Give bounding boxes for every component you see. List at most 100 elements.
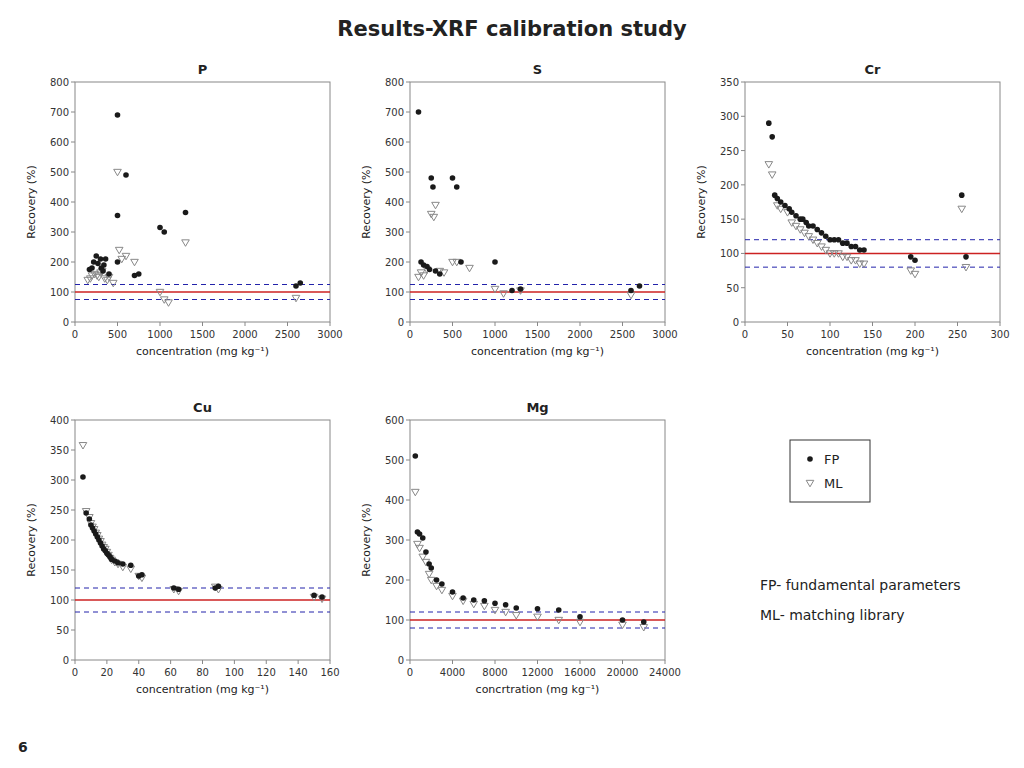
y-axis-label: Recovery (%) [360,503,373,577]
y-tick-label: 50 [726,283,739,294]
subplot-title: Mg [526,400,548,415]
x-tick [957,322,958,326]
point-ml [466,265,474,271]
point-fp [427,267,433,273]
y-tick [406,620,410,621]
y-tick [71,142,75,143]
point-ml [182,240,190,246]
y-tick-label: 0 [733,317,739,328]
point-fp [482,598,488,604]
y-axis-label: Recovery (%) [25,503,38,577]
y-tick [71,540,75,541]
plot-frame [745,82,1000,322]
point-fp [766,120,772,126]
point-fp [450,589,456,595]
point-fp [556,607,562,613]
point-ml [292,295,300,301]
point-fp [492,600,498,606]
point-fp [769,134,775,140]
x-tick-label: 1000 [482,329,507,340]
point-ml [82,509,90,515]
y-tick [406,112,410,113]
y-tick [71,172,75,173]
point-ml [156,289,164,295]
point-ml [414,541,422,547]
point-fp [87,516,93,522]
x-tick [245,322,246,326]
point-fp [83,510,89,516]
y-axis-label: Recovery (%) [25,165,38,239]
y-tick [71,232,75,233]
x-tick [537,660,538,664]
reference-line [745,239,1000,240]
reference-line [410,284,665,285]
point-fp [492,259,498,265]
point-ml [114,169,122,175]
y-tick-label: 600 [50,137,69,148]
point-fp [413,453,419,459]
y-tick [71,292,75,293]
point-fp [311,592,317,598]
x-tick-label: 3000 [317,329,342,340]
x-tick-label: 150 [863,329,882,340]
point-fp [430,184,436,190]
series [79,443,326,603]
y-tick-label: 100 [385,287,404,298]
point-fp [139,572,145,578]
y-tick [71,480,75,481]
x-tick [872,322,873,326]
point-ml [122,253,130,259]
y-tick [71,510,75,511]
x-tick-label: 0 [72,667,78,678]
point-fp [171,585,177,591]
point-fp [641,619,647,625]
reference-line [75,291,330,292]
reference-line [410,299,665,300]
y-tick [406,172,410,173]
reference-line [75,588,330,589]
point-ml [765,162,773,168]
x-axis-label: concentration (mg kg⁻¹) [136,683,269,696]
point-fp [434,577,440,583]
point-fp [136,271,142,277]
x-axis-label: concentration (mg kg⁻¹) [806,345,939,358]
x-tick [117,322,118,326]
point-fp [535,606,541,612]
point-fp [120,561,126,567]
y-tick [741,184,745,185]
x-tick [298,660,299,664]
x-tick [266,660,267,664]
point-ml [958,206,966,212]
point-ml [420,273,428,279]
point-ml [555,617,563,623]
x-tick-label: 40 [132,667,145,678]
x-tick-label: 2500 [610,329,635,340]
point-fp [216,583,222,589]
reference-line [410,612,665,613]
y-tick-label: 300 [720,111,739,122]
series [80,474,325,600]
subplot-title: S [533,62,542,77]
x-tick [452,322,453,326]
reference-line [745,253,1000,254]
x-tick-label: 1500 [190,329,215,340]
x-tick-label: 300 [990,329,1009,340]
x-axis-label: concentration (mg kg⁻¹) [136,345,269,358]
point-ml [534,614,542,620]
x-tick-label: 8000 [482,667,507,678]
y-tick-label: 100 [720,248,739,259]
point-ml [481,603,489,609]
point-ml [430,214,438,220]
y-tick [71,660,75,661]
point-ml [640,625,648,631]
y-tick [71,322,75,323]
background [0,0,1024,768]
x-tick-label: 24000 [649,667,681,678]
data-area [410,109,665,299]
point-fp [428,565,434,571]
x-tick [830,322,831,326]
point-ml [412,489,420,495]
x-tick [495,322,496,326]
y-tick [741,287,745,288]
subplot-title: Cr [865,62,882,77]
